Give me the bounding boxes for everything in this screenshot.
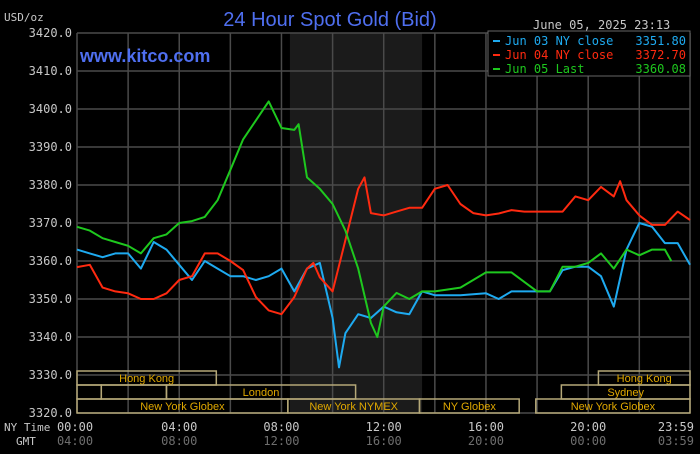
- session-box: [535, 398, 691, 414]
- chart-title: 24 Hour Spot Gold (Bid): [223, 9, 436, 31]
- kitco-watermark: www.kitco.com: [79, 46, 210, 66]
- x-tick-label-ny: 20:00: [570, 420, 606, 434]
- y-tick-label: 3360.0: [29, 254, 72, 268]
- y-tick-label: 3380.0: [29, 178, 72, 192]
- x-axis-ticks: 00:0004:0004:0008:0008:0012:0012:0016:00…: [57, 420, 694, 448]
- y-tick-label: 3370.0: [29, 216, 72, 230]
- x-tick-label-gmt: 03:59: [658, 434, 694, 448]
- y-axis-label: USD/oz: [4, 11, 44, 24]
- legend-label: Jun 03 NY close: [505, 34, 613, 48]
- legend-value: 3351.80: [635, 34, 686, 48]
- ny-time-row-label: NY Time: [4, 421, 50, 434]
- x-tick-label-gmt: 00:00: [570, 434, 606, 448]
- session-label: Sydney: [607, 387, 644, 399]
- y-axis-ticks: 3320.0 3330.0 3340.0 3350.0 3360.0 3370.0 3380…: [29, 26, 72, 420]
- trading-sessions: Hong Kong Hong Kong London Sydney New York G…: [76, 370, 691, 414]
- x-tick-label-gmt: 08:00: [161, 434, 197, 448]
- gmt-row-label: GMT: [16, 435, 36, 448]
- series-lines: [76, 100, 691, 369]
- legend: Jun 03 NY close 3351.80 Jun 04 NY close 337…: [487, 30, 691, 77]
- legend-box: [487, 30, 691, 77]
- session-label: Hong Kong: [617, 373, 672, 385]
- y-tick-label: 3420.0: [29, 26, 72, 40]
- session-label: New York NYMEX: [309, 401, 398, 413]
- y-tick-label: 3410.0: [29, 64, 72, 78]
- session-label: New York Globex: [571, 401, 656, 413]
- session-label: London: [243, 387, 280, 399]
- x-tick-label-ny: 00:00: [57, 420, 93, 434]
- series-line-3: [76, 100, 673, 338]
- x-tick-label-ny: 16:00: [468, 420, 504, 434]
- x-tick-label-gmt: 16:00: [366, 434, 402, 448]
- x-tick-label-ny: 04:00: [161, 420, 197, 434]
- y-tick-label: 3320.0: [29, 406, 72, 420]
- y-tick-label: 3400.0: [29, 102, 72, 116]
- timestamp: June 05, 2025 23:13: [533, 18, 670, 32]
- session-box: [418, 398, 520, 414]
- x-tick-label-gmt: 04:00: [57, 434, 93, 448]
- session-label: Hong Kong: [119, 373, 174, 385]
- y-tick-label: 3350.0: [29, 292, 72, 306]
- series-line-2: [76, 176, 691, 316]
- x-tick-label-gmt: 12:00: [263, 434, 299, 448]
- y-tick-label: 3330.0: [29, 368, 72, 382]
- y-tick-label: 3340.0: [29, 330, 72, 344]
- legend-label: Jun 04 NY close: [505, 48, 613, 62]
- legend-value: 3360.08: [635, 62, 686, 76]
- legend-value: 3372.70: [635, 48, 686, 62]
- x-tick-label-gmt: 20:00: [468, 434, 504, 448]
- session-label: New York Globex: [140, 401, 225, 413]
- x-tick-label-ny: 12:00: [366, 420, 402, 434]
- x-tick-label-ny: 08:00: [263, 420, 299, 434]
- x-tick-label-ny: 23:59: [658, 420, 694, 434]
- series-line-1: [76, 222, 691, 369]
- session-label: NY Globex: [443, 401, 496, 413]
- y-tick-label: 3390.0: [29, 140, 72, 154]
- legend-label: Jun 05 Last: [505, 62, 584, 76]
